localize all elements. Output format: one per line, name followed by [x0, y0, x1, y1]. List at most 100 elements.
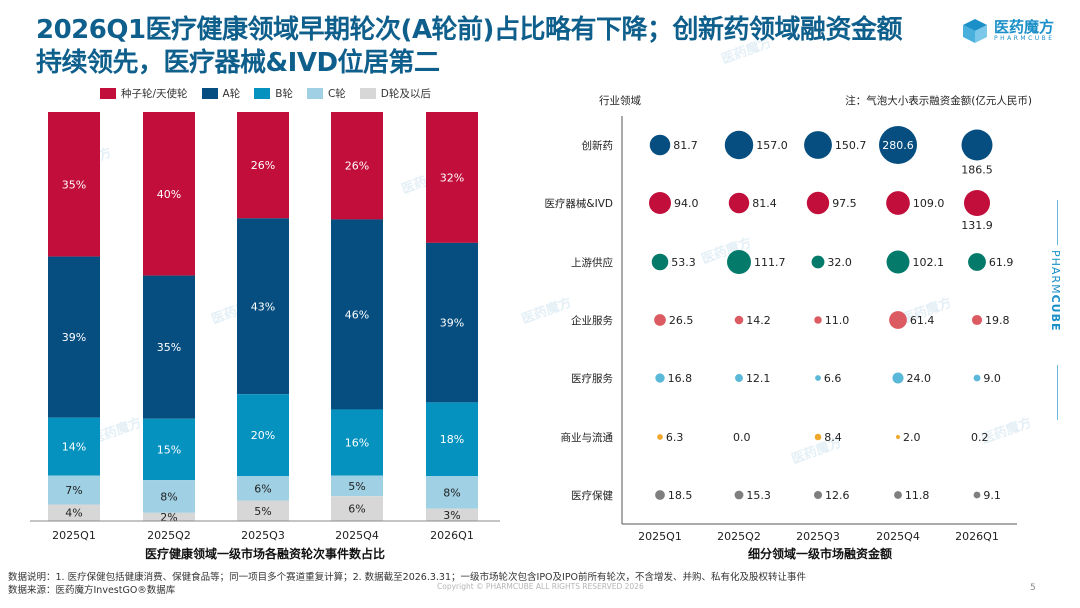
- bubble-data-label: 131.9: [961, 219, 993, 232]
- legend-item: C轮: [306, 86, 346, 101]
- y-category-label: 医疗服务: [571, 372, 613, 385]
- logo-name-en: PHARMCUBE: [994, 35, 1055, 42]
- bar-data-label: 43%: [251, 300, 275, 313]
- bubble-data-label: 9.1: [983, 489, 1001, 502]
- bubble: [655, 490, 665, 500]
- y-category-label: 创新药: [582, 139, 614, 152]
- bubble: [655, 373, 665, 383]
- bubble: [814, 433, 822, 441]
- x-tick-label: 2025Q2: [147, 529, 191, 542]
- bar-data-label: 18%: [440, 433, 464, 446]
- bubble: [815, 375, 821, 381]
- bubble-data-label: 26.5: [669, 314, 694, 327]
- bar-segment: [237, 112, 289, 219]
- bar-data-label: 40%: [157, 188, 181, 201]
- bar-segment: [48, 417, 100, 476]
- x-tick-label: 2025Q3: [241, 529, 285, 542]
- bubble: [649, 192, 671, 214]
- bubble-data-label: 0.0: [733, 431, 751, 444]
- bubble-data-label: 11.8: [905, 489, 930, 502]
- y-axis-title: 行业领域: [599, 94, 641, 107]
- chart-note: 注：气泡大小表示融资金额(亿元人民币): [845, 94, 1032, 107]
- bubble-data-label: 0.2: [971, 431, 989, 444]
- bubble: [727, 250, 751, 274]
- bubble-data-label: 24.0: [907, 372, 932, 385]
- bubble: [811, 255, 825, 269]
- chart-title: 医疗健康领域一级市场各融资轮次事件数占比: [145, 546, 385, 561]
- bar-segment: [237, 218, 289, 395]
- legend-item: 种子轮/天使轮: [100, 86, 188, 101]
- bar-data-label: 16%: [345, 437, 369, 450]
- legend-label: D轮及以后: [380, 88, 431, 100]
- x-tick-label: 2026Q1: [955, 530, 999, 543]
- bar-segment: [331, 112, 383, 220]
- cube-logo-icon: [963, 19, 987, 43]
- bubble-data-label: 81.4: [752, 197, 777, 210]
- bar-segment: [237, 500, 289, 521]
- y-category-label: 医疗保健: [571, 489, 613, 502]
- copyright: Copyright © PHARMCUBE ALL RIGHTS RESERVE…: [437, 582, 644, 591]
- bubble: [806, 191, 830, 215]
- bubble-data-label: 32.0: [827, 256, 852, 269]
- x-tick-label: 2025Q3: [796, 530, 840, 543]
- bubble-data-label: 81.7: [673, 139, 698, 152]
- side-divider-top: [1057, 200, 1058, 245]
- bubble: [968, 253, 986, 271]
- legend-label: A轮: [222, 88, 241, 100]
- chart-title: 细分领域一级市场融资金额: [748, 546, 892, 561]
- bubble-data-label: 94.0: [674, 197, 699, 210]
- bubble-data-label: 53.3: [671, 256, 696, 269]
- x-tick-label: 2025Q4: [335, 529, 379, 542]
- bar-data-label: 5%: [254, 505, 271, 518]
- bubble-data-label: 12.6: [825, 489, 850, 502]
- page-title: 2026Q1医疗健康领域早期轮次(A轮前)占比略有下降；创新药领域融资金额 持续…: [36, 14, 902, 80]
- bubble: [963, 189, 991, 217]
- bar-segment: [237, 476, 289, 501]
- bar-segment: [331, 219, 383, 410]
- bubble: [734, 315, 744, 325]
- bubble-data-label: 157.0: [756, 139, 788, 152]
- bar-data-label: 39%: [62, 331, 86, 344]
- legend-swatch: [100, 88, 116, 99]
- legend-swatch: [306, 88, 323, 99]
- footer-source: 数据来源：医药魔方InvestGO®数据库: [8, 585, 176, 596]
- y-category-label: 医疗器械&IVD: [544, 197, 613, 210]
- bar-data-label: 14%: [62, 441, 86, 454]
- bar-data-label: 3%: [443, 509, 460, 522]
- bar-data-label: 2%: [160, 511, 177, 524]
- bubble-data-label: 12.1: [746, 372, 771, 385]
- bubble: [886, 191, 910, 215]
- bubble: [889, 311, 907, 329]
- bubble: [886, 250, 910, 274]
- bar-chart-legend: 种子轮/天使轮 A轮 B轮 C轮 D轮及以后: [100, 86, 445, 101]
- y-category-label: 商业与流通: [561, 431, 614, 444]
- bubble-data-label: 111.7: [754, 256, 786, 269]
- bubble-chart: 行业领域 注：气泡大小表示融资金额(亿元人民币) 创新药 81.7 157.0 150.7…: [544, 94, 1032, 561]
- bubble-data-label: 16.8: [668, 372, 693, 385]
- bar-segment: [143, 275, 195, 419]
- bar-segment: [143, 480, 195, 513]
- side-brand: PHARMCUBE: [1049, 250, 1062, 331]
- bubble-data-label: 18.5: [668, 489, 693, 502]
- bubble-data-label: 14.2: [746, 314, 771, 327]
- bar-data-label: 15%: [157, 443, 181, 456]
- x-tick-label: 2025Q1: [638, 530, 682, 543]
- y-category-label: 企业服务: [571, 314, 613, 327]
- bar-segment: [143, 112, 195, 276]
- bubble-data-label: 186.5: [961, 163, 993, 176]
- bar-data-label: 4%: [65, 507, 82, 520]
- bar-data-label: 35%: [62, 178, 86, 191]
- bubble: [734, 490, 744, 500]
- bubble: [649, 134, 671, 156]
- bubble: [894, 491, 902, 499]
- legend-swatch: [254, 88, 271, 99]
- legend-item: D轮及以后: [359, 86, 431, 101]
- legend-item: B轮: [254, 86, 293, 101]
- bar-segment: [426, 508, 478, 521]
- logo-name-cn: 医药魔方: [994, 18, 1055, 36]
- bubble: [813, 490, 823, 500]
- bubble-data-label: 109.0: [913, 197, 945, 210]
- x-tick-label: 2025Q1: [52, 529, 96, 542]
- x-tick-label: 2025Q4: [876, 530, 920, 543]
